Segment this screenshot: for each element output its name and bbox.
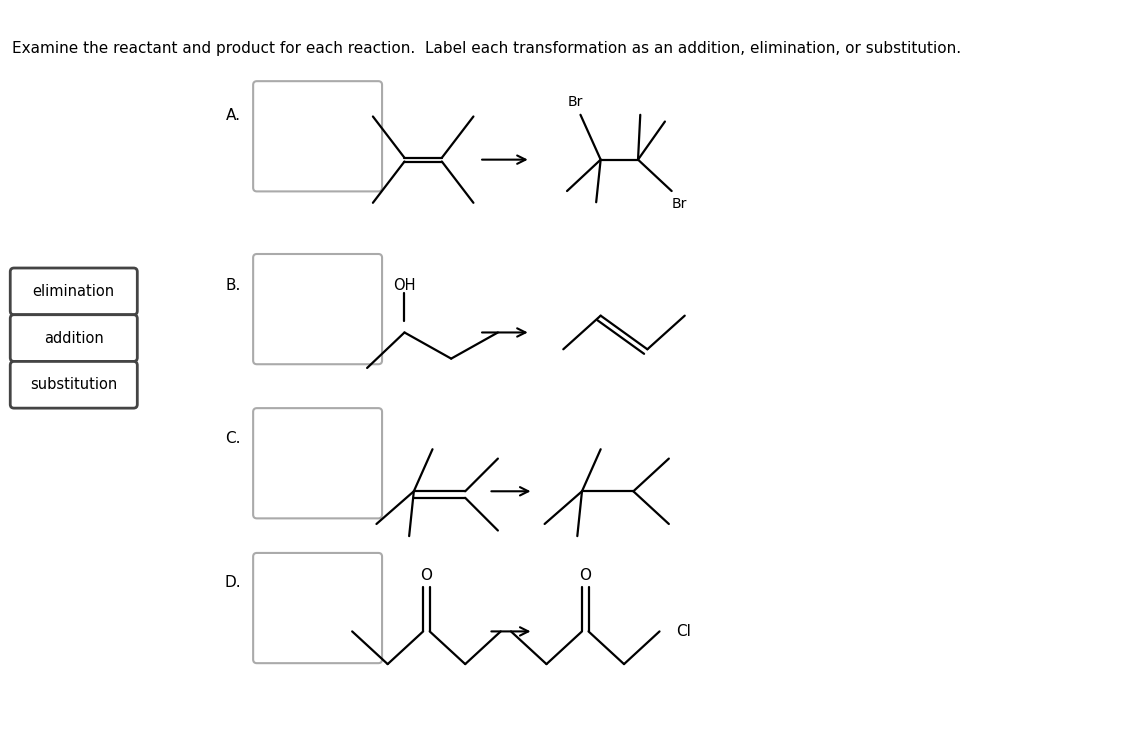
FancyBboxPatch shape <box>10 268 138 315</box>
Text: Br: Br <box>568 95 583 109</box>
Text: elimination: elimination <box>32 284 115 299</box>
Text: substitution: substitution <box>30 377 117 392</box>
Text: D.: D. <box>224 576 241 590</box>
FancyBboxPatch shape <box>254 81 382 191</box>
Text: O: O <box>579 568 591 583</box>
Text: addition: addition <box>44 331 103 345</box>
Text: A.: A. <box>226 108 241 123</box>
Text: Examine the reactant and product for each reaction.  Label each transformation a: Examine the reactant and product for eac… <box>13 41 961 56</box>
FancyBboxPatch shape <box>254 254 382 365</box>
Text: O: O <box>420 568 432 583</box>
FancyBboxPatch shape <box>254 553 382 663</box>
Text: OH: OH <box>394 279 416 293</box>
Text: Br: Br <box>672 197 687 211</box>
FancyBboxPatch shape <box>10 315 138 362</box>
Text: B.: B. <box>226 279 241 293</box>
FancyBboxPatch shape <box>254 408 382 518</box>
Text: Cl: Cl <box>676 624 691 639</box>
Text: C.: C. <box>225 431 241 445</box>
FancyBboxPatch shape <box>10 362 138 408</box>
